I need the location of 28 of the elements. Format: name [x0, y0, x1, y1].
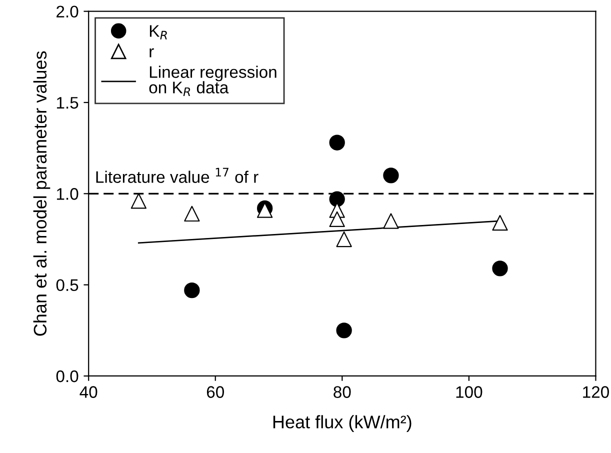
y-tick-label: 1.5: [56, 97, 78, 109]
point: [492, 260, 508, 276]
point: [336, 322, 352, 338]
point: [184, 206, 200, 222]
x-axis-title: Heat flux (kW/m²): [273, 415, 412, 432]
x-tick-label: 60: [206, 386, 224, 398]
x-tick-label: 100: [456, 386, 482, 398]
point: [383, 213, 399, 229]
ref-line-label: Literature value $^{17}$ of r: [96, 168, 258, 183]
point: [329, 211, 345, 228]
point: [329, 134, 345, 150]
y-tick-label: 1.0: [56, 188, 78, 200]
point: [492, 214, 508, 231]
point: [329, 191, 345, 207]
point: [336, 231, 352, 248]
point: [184, 282, 200, 298]
y-axis-title: Chan et al. model parameter values: [33, 51, 50, 336]
legend-label: Linear regression on K$_{R}$ data: [149, 66, 276, 96]
point: [383, 168, 399, 184]
y-tick-label: 0.0: [56, 370, 78, 382]
x-tick-label: 120: [583, 386, 609, 398]
x-tick-label: 80: [334, 386, 351, 398]
y-tick-label: 2.0: [56, 6, 78, 18]
y-tick-label: 0.5: [56, 279, 78, 292]
x-tick-label: 40: [80, 386, 98, 398]
point: [130, 193, 147, 209]
legend-label: r: [150, 48, 154, 58]
legend-label: K$_{R}$: [150, 25, 167, 40]
